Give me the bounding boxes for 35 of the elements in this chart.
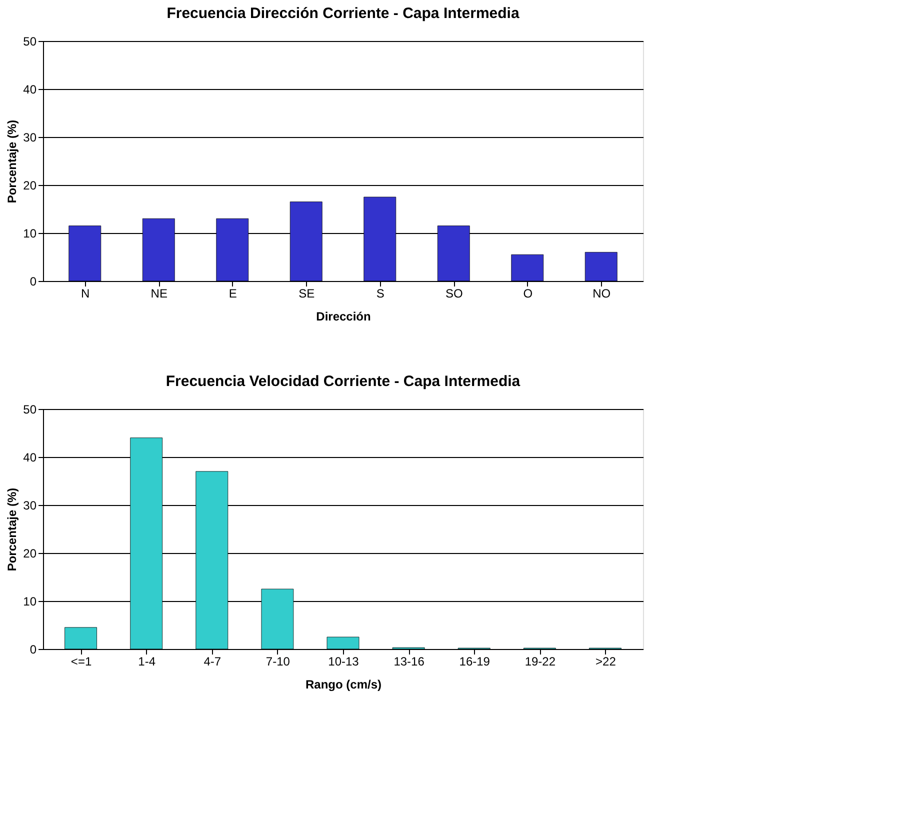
x-axis-title: Dirección <box>316 310 371 324</box>
x-tick-label: O <box>523 286 533 300</box>
x-tick-label: SE <box>298 286 315 300</box>
x-tick-label: NE <box>150 286 168 300</box>
x-tick-label: 4-7 <box>204 654 222 668</box>
x-axis-title: Rango (cm/s) <box>305 678 382 692</box>
x-tick-label: NO <box>592 286 611 300</box>
x-tick-label: >22 <box>596 654 616 668</box>
x-tick-label: 13-16 <box>394 654 425 668</box>
x-tick-label: N <box>81 286 90 300</box>
y-axis-title: Porcentaje (%) <box>5 488 20 572</box>
y-tick-label: 30 <box>23 498 37 512</box>
y-tick-label: 50 <box>23 402 37 416</box>
y-tick-label: 40 <box>23 82 37 96</box>
y-tick-label: 20 <box>23 178 37 192</box>
x-tick-label: 19-22 <box>524 654 556 668</box>
x-tick-label: 10-13 <box>328 654 360 668</box>
x-tick-label: 1-4 <box>138 654 156 668</box>
chart-title: Frecuencia Dirección Corriente - Capa Intermedia <box>166 5 520 22</box>
x-tick-label: E <box>228 286 237 300</box>
x-tick-label: <=1 <box>70 654 92 668</box>
y-tick-label: 10 <box>23 594 37 608</box>
y-tick-label: 50 <box>23 34 37 48</box>
x-tick-label: S <box>376 286 384 300</box>
y-tick-label: 20 <box>23 546 37 560</box>
chart-title: Frecuencia Velocidad Corriente - Capa Intermedia <box>166 373 521 390</box>
y-tick-label: 0 <box>30 642 37 656</box>
x-tick-label: 7-10 <box>266 654 290 668</box>
y-tick-label: 30 <box>23 130 37 144</box>
x-tick-label: SO <box>445 286 463 300</box>
y-axis-title: Porcentaje (%) <box>5 120 20 204</box>
y-tick-label: 10 <box>23 226 37 240</box>
y-tick-label: 0 <box>30 274 37 288</box>
y-tick-label: 40 <box>23 450 37 464</box>
x-tick-label: 16-19 <box>459 654 490 668</box>
